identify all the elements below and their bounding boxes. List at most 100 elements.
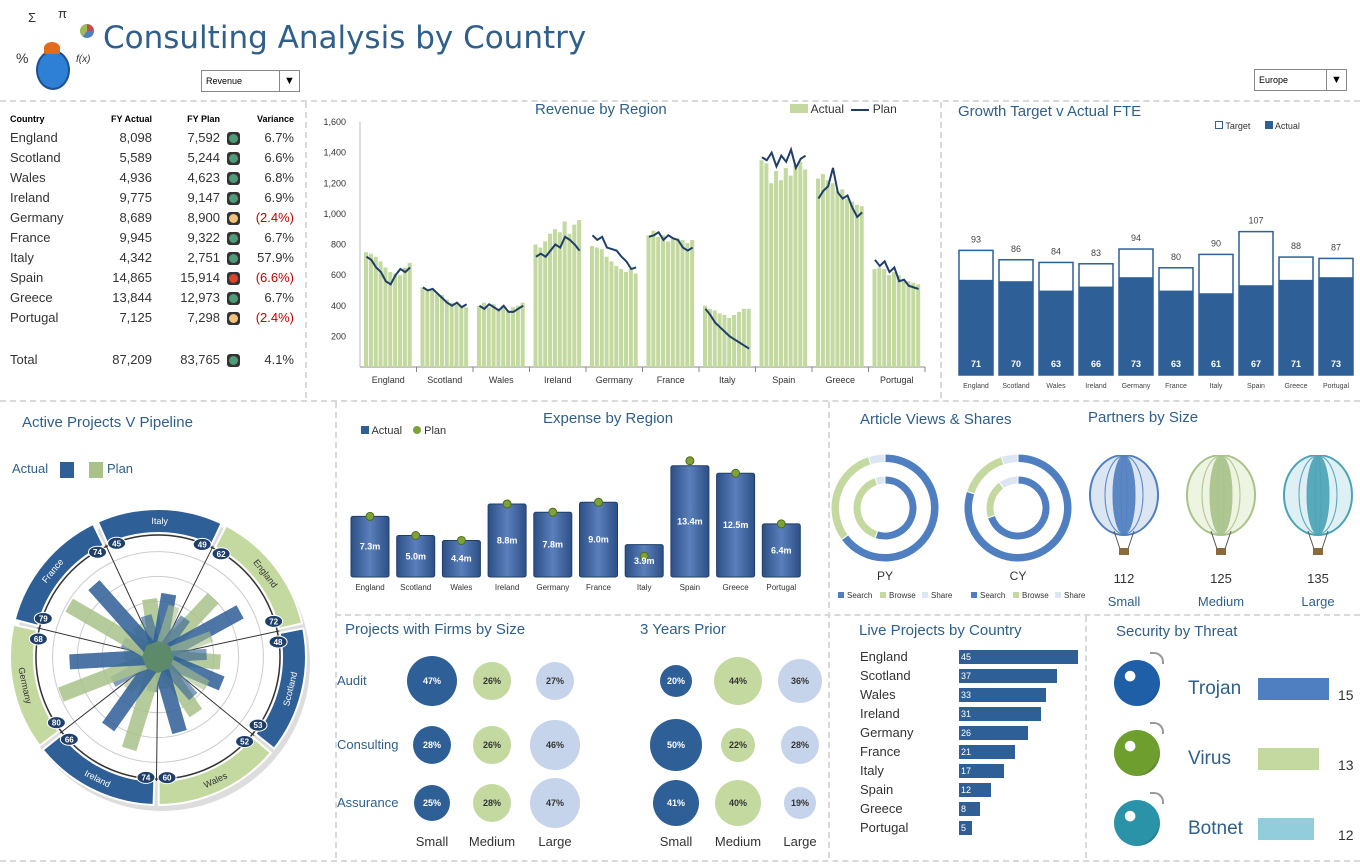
fte-actual-label: 63	[1171, 359, 1181, 369]
chevron-down-icon[interactable]: ▼	[279, 71, 299, 91]
kpi-header-status	[222, 114, 244, 127]
kpi-cell-status	[222, 167, 244, 187]
firms-title: Projects with Firms by Size	[345, 621, 526, 638]
metric-dropdown[interactable]: Revenue ▼	[201, 70, 300, 92]
firm-size-label: Medium	[468, 834, 516, 849]
donut-legend-label: Search	[980, 591, 1005, 600]
sigma-symbol: Σ	[28, 10, 37, 25]
kpi-cell-variance: 57.9%	[257, 249, 294, 265]
threat-label: Virus	[1188, 748, 1231, 769]
expense-plan-dot	[548, 507, 558, 517]
threat-value: 12	[1338, 827, 1354, 843]
kpi-row: Italy 4,342 2,751 57.9%	[8, 247, 296, 267]
revenue-actual-bar	[661, 235, 666, 367]
fte-target-label: 87	[1331, 242, 1341, 252]
kpi-row: Portugal 7,125 7,298 (2.4%)	[8, 307, 296, 327]
status-light-icon	[226, 311, 240, 325]
donut-label: CY	[1010, 569, 1027, 583]
revenue-actual-bar	[407, 262, 412, 367]
y-tick-label: 1,400	[323, 148, 346, 158]
x-tick-label: Italy	[1210, 383, 1223, 390]
partner-value: 112	[1114, 571, 1135, 586]
chevron-down-icon[interactable]: ▼	[1326, 70, 1346, 90]
balloon-stripe	[1209, 455, 1233, 535]
status-light-icon	[226, 171, 240, 185]
revenue-actual-bar	[430, 290, 435, 367]
kpi-row: England 8,098 7,592 6.7%	[8, 127, 296, 147]
revenue-actual-bar	[515, 305, 520, 367]
kpi-cell-actual: 4,936	[119, 169, 152, 185]
threat-label: Botnet	[1188, 818, 1243, 839]
live-bar: 31	[959, 707, 1042, 721]
revenue-actual-bar	[778, 180, 783, 367]
page-title: Consulting Analysis by Country	[103, 20, 587, 56]
expense-actual-bar	[670, 465, 710, 578]
firm-bubble: 28%	[412, 725, 452, 765]
y-tick-label: 600	[331, 270, 346, 280]
revenue-actual-bar	[481, 302, 486, 367]
revenue-actual-bar	[680, 239, 685, 367]
revenue-plan-line	[365, 255, 411, 286]
kpi-cell-actual: 87,209	[112, 352, 152, 367]
mascot-icon	[36, 50, 70, 90]
revenue-actual-bar	[816, 178, 821, 367]
x-tick-label: Ireland	[544, 375, 572, 385]
fte-actual-label: 73	[1131, 359, 1141, 369]
legend-radar-plan-swatch	[89, 461, 104, 478]
kpi-cell-country: Ireland	[10, 189, 50, 205]
divider	[335, 614, 1360, 616]
x-tick-label: Italy	[719, 375, 736, 385]
x-tick-label: Portugal	[766, 583, 796, 592]
firm-bubble: 20%	[659, 664, 693, 698]
kpi-row: Greece 13,844 12,973 6.7%	[8, 287, 296, 307]
fte-actual-bar	[959, 279, 993, 375]
revenue-actual-bar	[420, 287, 425, 367]
revenue-actual-bar	[825, 180, 830, 367]
donut-legend-swatch	[922, 592, 928, 598]
firm-bubble: 50%	[650, 719, 702, 771]
revenue-actual-bar	[722, 314, 727, 367]
radar-value-label: 72	[269, 617, 278, 626]
live-bar: 21	[959, 745, 1015, 759]
expense-plan-dot	[456, 535, 466, 545]
firm-row-label: Assurance	[337, 795, 399, 810]
radar-segment	[253, 627, 307, 751]
fte-actual-label: 70	[1011, 359, 1021, 369]
kpi-cell-plan: 2,751	[187, 249, 220, 265]
radar-value-badge	[46, 716, 66, 730]
firm-bubble: 26%	[473, 662, 511, 700]
revenue-plan-line	[591, 234, 637, 271]
revenue-chart: 200 400 600 800 1,000 1,200 1,400 1,600 England S…	[323, 117, 926, 385]
bomb-icon	[1114, 730, 1160, 776]
balloon-stripe	[1104, 455, 1144, 535]
revenue-actual-bar	[552, 229, 557, 367]
x-tick-label: England	[963, 383, 989, 390]
radar-value-badge	[268, 635, 288, 649]
kpi-row: Germany 8,689 8,900 (2.4%)	[8, 207, 296, 227]
firm-bubble: 25%	[413, 784, 451, 822]
revenue-actual-bar	[594, 247, 599, 367]
radar-value-label: 79	[39, 614, 48, 623]
balloon-rope	[1321, 530, 1329, 550]
revenue-actual-bar	[741, 308, 746, 367]
firm-size-label: Medium	[714, 834, 762, 849]
expense-plan-dot	[685, 456, 695, 466]
threat-bar	[1258, 678, 1329, 700]
kpi-cell-plan: 5,244	[187, 149, 220, 165]
live-title: Live Projects by Country	[859, 622, 1022, 639]
expense-value-label: 3.9m	[634, 556, 655, 566]
live-bar: 26	[959, 726, 1028, 740]
y-tick-label: 1,200	[323, 178, 346, 188]
fte-legend: Target Actual	[1215, 121, 1300, 131]
fte-target-label: 86	[1011, 244, 1021, 254]
donut-legend-label: Browse	[889, 591, 916, 600]
revenue-plan-line	[704, 308, 750, 350]
expense-plan-dot	[639, 551, 649, 561]
revenue-actual-bar	[712, 310, 717, 367]
expense-value-label: 12.5m	[723, 520, 749, 530]
kpi-cell-status	[222, 287, 244, 307]
bomb-icon	[1114, 800, 1160, 846]
region-dropdown[interactable]: Europe ▼	[1254, 69, 1347, 91]
bomb-icon	[1114, 660, 1160, 706]
revenue-actual-bar	[496, 308, 501, 367]
